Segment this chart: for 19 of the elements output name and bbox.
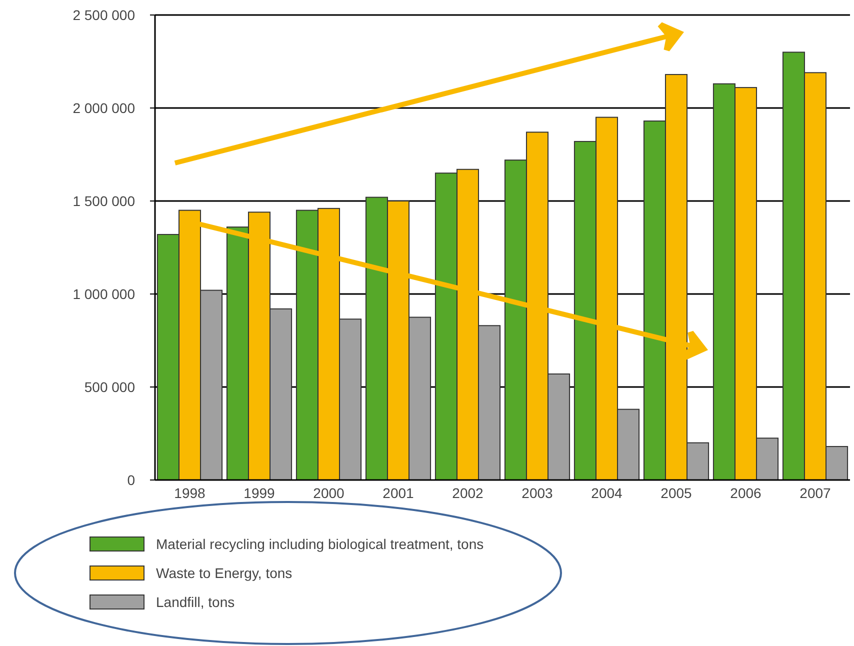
y-tick-label: 2 500 000: [72, 6, 136, 23]
y-tick-label: 0: [127, 472, 136, 488]
x-tick-label: 1998: [174, 485, 206, 501]
x-tick-label: 2004: [591, 485, 623, 501]
x-tick-label: 2001: [382, 485, 414, 501]
legend-label: Landfill, tons: [156, 594, 235, 610]
legend-label: Material recycling including biological treatment, tons: [156, 536, 484, 552]
x-tick-label: 2003: [522, 485, 554, 501]
x-tick-label: 2000: [313, 485, 345, 501]
x-tick-label: 2005: [660, 485, 692, 501]
x-tick-label: 2007: [800, 485, 832, 501]
x-tick-label: 2002: [452, 485, 484, 501]
y-tick-label: 1 000 000: [72, 286, 136, 302]
legend-label: Waste to Energy, tons: [156, 564, 292, 581]
y-tick-label: 2 000 000: [72, 100, 136, 116]
x-tick-label: 1999: [244, 485, 276, 501]
y-tick-label: 1 500 000: [72, 192, 136, 209]
y-tick-label: 500 000: [84, 378, 136, 395]
x-tick-label: 2006: [730, 485, 762, 501]
